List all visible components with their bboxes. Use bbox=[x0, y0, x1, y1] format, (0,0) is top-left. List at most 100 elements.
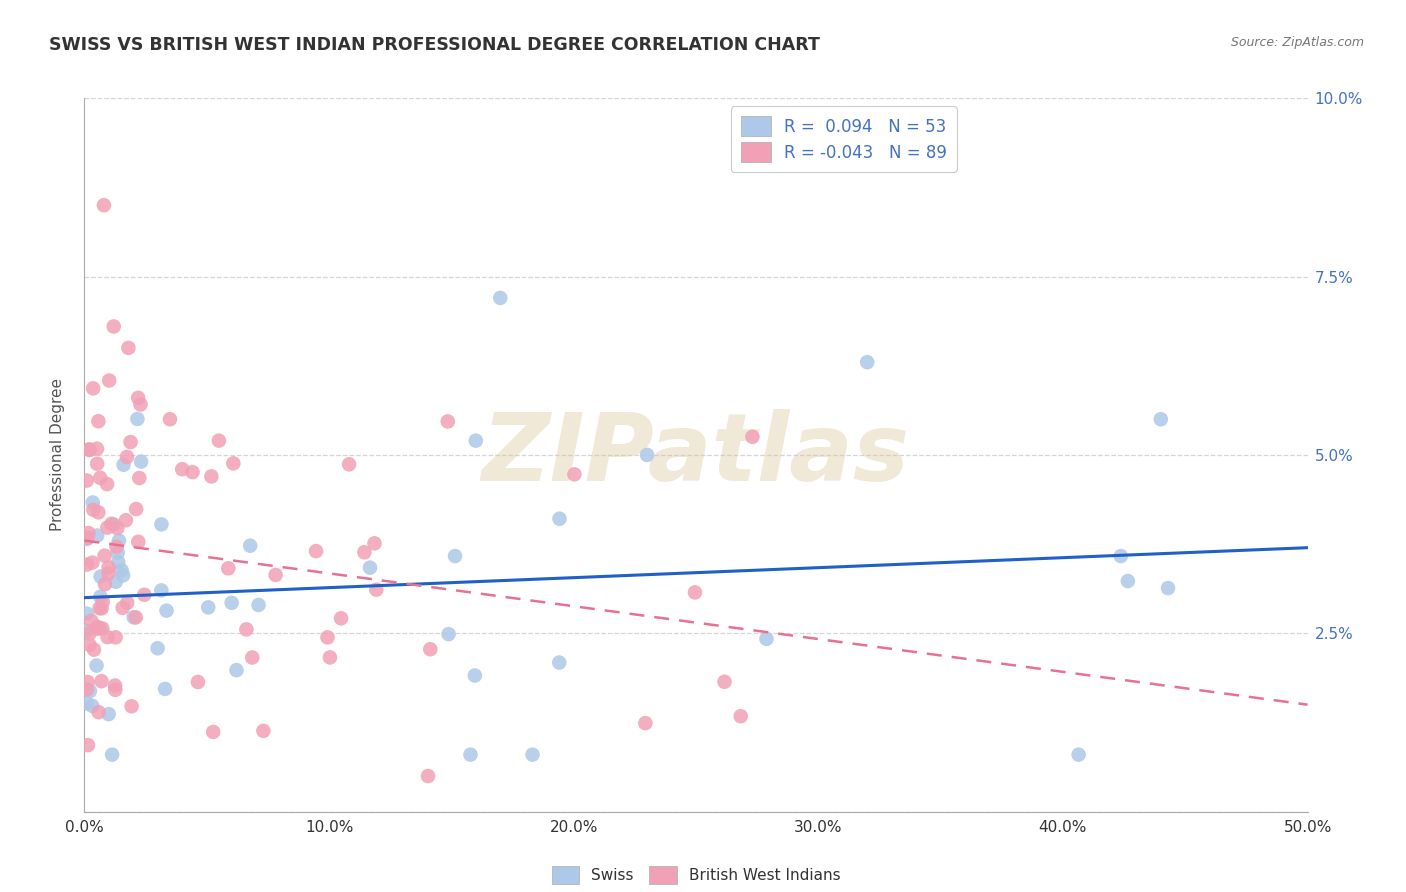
Point bbox=[359, 560, 381, 574]
Point bbox=[150, 517, 173, 532]
Point bbox=[127, 391, 149, 405]
Point bbox=[172, 462, 194, 476]
Point bbox=[103, 517, 125, 532]
Point bbox=[86, 442, 108, 456]
Point bbox=[115, 513, 138, 527]
Text: Source: ZipAtlas.com: Source: ZipAtlas.com bbox=[1230, 36, 1364, 49]
Point bbox=[96, 520, 118, 534]
Text: SWISS VS BRITISH WEST INDIAN PROFESSIONAL DEGREE CORRELATION CHART: SWISS VS BRITISH WEST INDIAN PROFESSIONA… bbox=[49, 36, 820, 54]
Point bbox=[112, 458, 135, 472]
Point bbox=[91, 621, 114, 635]
Point bbox=[127, 534, 149, 549]
Point bbox=[741, 430, 763, 444]
Point bbox=[104, 631, 127, 645]
Point bbox=[222, 456, 245, 470]
Point bbox=[76, 675, 98, 690]
Legend: Swiss, British West Indians: Swiss, British West Indians bbox=[546, 860, 846, 889]
Point bbox=[489, 291, 512, 305]
Point bbox=[755, 632, 778, 646]
Point bbox=[82, 556, 104, 570]
Point bbox=[127, 412, 149, 426]
Point bbox=[129, 455, 152, 469]
Point bbox=[79, 442, 101, 457]
Point bbox=[111, 600, 134, 615]
Point bbox=[77, 442, 100, 457]
Point bbox=[82, 502, 104, 516]
Point bbox=[564, 467, 586, 482]
Point bbox=[235, 623, 257, 637]
Point bbox=[80, 614, 103, 628]
Point bbox=[104, 682, 127, 697]
Point bbox=[97, 566, 120, 581]
Point bbox=[197, 600, 219, 615]
Point bbox=[93, 198, 115, 212]
Point bbox=[353, 545, 375, 559]
Point bbox=[89, 621, 111, 635]
Point bbox=[437, 627, 460, 641]
Point bbox=[79, 684, 101, 698]
Point bbox=[107, 545, 129, 559]
Point bbox=[460, 747, 482, 762]
Point bbox=[100, 516, 122, 531]
Point bbox=[86, 528, 108, 542]
Point bbox=[105, 540, 128, 554]
Point bbox=[105, 521, 128, 535]
Point bbox=[77, 738, 100, 752]
Point bbox=[225, 663, 247, 677]
Point bbox=[87, 505, 110, 519]
Point bbox=[221, 596, 243, 610]
Point bbox=[97, 707, 120, 722]
Point bbox=[208, 434, 231, 448]
Point bbox=[159, 412, 181, 426]
Point bbox=[247, 598, 270, 612]
Point bbox=[634, 716, 657, 731]
Point bbox=[101, 747, 124, 762]
Text: ZIPatlas: ZIPatlas bbox=[482, 409, 910, 501]
Point bbox=[77, 526, 100, 541]
Point bbox=[150, 583, 173, 598]
Point bbox=[122, 610, 145, 624]
Point bbox=[89, 471, 111, 485]
Point bbox=[337, 457, 360, 471]
Point bbox=[91, 595, 114, 609]
Point bbox=[444, 549, 467, 563]
Point bbox=[464, 434, 486, 448]
Point bbox=[82, 381, 104, 395]
Point bbox=[82, 495, 104, 509]
Point bbox=[305, 544, 328, 558]
Point bbox=[94, 577, 117, 591]
Point bbox=[134, 588, 156, 602]
Point bbox=[93, 549, 115, 563]
Point bbox=[87, 705, 110, 719]
Point bbox=[1109, 549, 1132, 563]
Point bbox=[121, 699, 143, 714]
Point bbox=[856, 355, 879, 369]
Point bbox=[239, 539, 262, 553]
Y-axis label: Professional Degree: Professional Degree bbox=[51, 378, 65, 532]
Point bbox=[112, 568, 135, 582]
Point bbox=[128, 471, 150, 485]
Point bbox=[117, 341, 139, 355]
Point bbox=[97, 630, 120, 644]
Point bbox=[77, 531, 100, 545]
Point bbox=[76, 558, 98, 572]
Point bbox=[319, 650, 342, 665]
Point bbox=[89, 601, 111, 615]
Point bbox=[110, 563, 132, 577]
Point bbox=[76, 696, 98, 710]
Point bbox=[202, 725, 225, 739]
Point bbox=[363, 536, 385, 550]
Point bbox=[153, 681, 176, 696]
Point bbox=[464, 668, 486, 682]
Point bbox=[522, 747, 544, 762]
Point bbox=[107, 555, 129, 569]
Point bbox=[90, 601, 112, 615]
Point bbox=[181, 465, 204, 479]
Point bbox=[115, 596, 138, 610]
Point bbox=[1150, 412, 1173, 426]
Point bbox=[108, 533, 131, 548]
Point bbox=[217, 561, 239, 575]
Point bbox=[76, 682, 98, 697]
Point bbox=[90, 674, 112, 689]
Point bbox=[83, 642, 105, 657]
